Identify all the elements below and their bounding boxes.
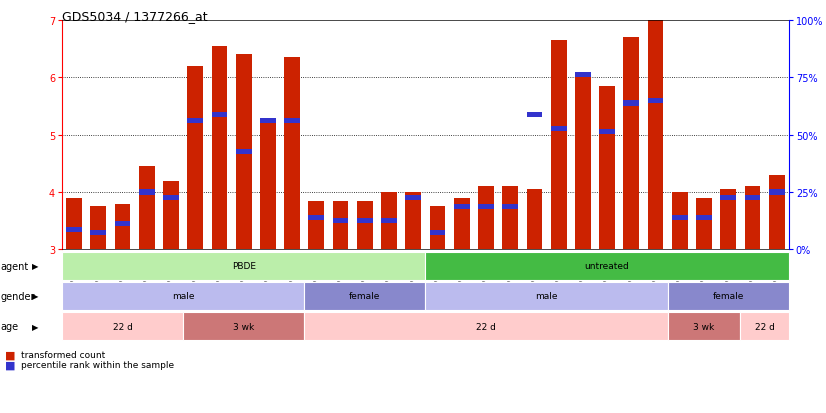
Bar xyxy=(430,230,445,235)
Bar xyxy=(551,41,567,250)
Text: female: female xyxy=(349,292,381,301)
Text: GDS5034 / 1377266_at: GDS5034 / 1377266_at xyxy=(62,10,207,23)
Bar xyxy=(211,113,227,118)
Bar xyxy=(478,204,494,209)
Bar xyxy=(139,167,154,250)
Bar xyxy=(115,204,131,250)
Bar xyxy=(769,176,785,250)
Bar xyxy=(599,87,615,250)
Text: 22 d: 22 d xyxy=(476,322,496,331)
Bar xyxy=(66,198,82,250)
Text: male: male xyxy=(535,292,558,301)
Text: male: male xyxy=(172,292,194,301)
Text: PBDE: PBDE xyxy=(231,261,256,271)
Bar xyxy=(357,218,373,224)
Text: female: female xyxy=(713,292,744,301)
Bar xyxy=(260,121,276,250)
Bar xyxy=(672,216,688,221)
Bar xyxy=(624,101,639,106)
Bar xyxy=(90,207,107,250)
Text: ▶: ▶ xyxy=(32,292,39,301)
Bar xyxy=(744,196,761,201)
Bar xyxy=(648,98,663,103)
Bar xyxy=(696,216,712,221)
Bar xyxy=(648,21,663,250)
Text: ▶: ▶ xyxy=(32,261,39,271)
Bar xyxy=(163,181,179,250)
Bar xyxy=(115,221,131,227)
Bar xyxy=(333,201,349,250)
Text: agent: agent xyxy=(1,261,29,271)
Bar xyxy=(696,198,712,250)
Bar xyxy=(478,187,494,250)
Bar xyxy=(453,198,470,250)
Text: age: age xyxy=(1,321,19,331)
Bar xyxy=(430,207,445,250)
Text: ■: ■ xyxy=(5,350,16,360)
Bar xyxy=(624,38,639,250)
Bar xyxy=(188,66,203,250)
Text: gender: gender xyxy=(1,291,36,301)
Bar xyxy=(163,196,179,201)
Bar xyxy=(453,204,470,209)
Bar xyxy=(333,218,349,224)
Text: 22 d: 22 d xyxy=(755,322,775,331)
Bar xyxy=(66,227,82,233)
Bar xyxy=(260,119,276,123)
Bar xyxy=(308,216,325,221)
Bar xyxy=(744,187,761,250)
Text: 3 wk: 3 wk xyxy=(693,322,714,331)
Bar xyxy=(599,130,615,135)
Bar xyxy=(381,218,397,224)
Bar xyxy=(502,204,518,209)
Text: ■: ■ xyxy=(5,360,16,370)
Bar xyxy=(575,75,591,250)
Bar xyxy=(720,190,736,250)
Bar xyxy=(90,230,107,235)
Bar xyxy=(769,190,785,195)
Bar xyxy=(672,192,688,250)
Text: 3 wk: 3 wk xyxy=(233,322,254,331)
Bar xyxy=(720,196,736,201)
Bar xyxy=(211,46,227,250)
Bar xyxy=(284,119,300,123)
Text: transformed count: transformed count xyxy=(21,350,106,359)
Bar xyxy=(502,187,518,250)
Bar xyxy=(526,190,543,250)
Bar xyxy=(235,55,252,250)
Bar xyxy=(551,127,567,132)
Bar xyxy=(406,196,421,201)
Bar xyxy=(308,201,325,250)
Text: 22 d: 22 d xyxy=(112,322,132,331)
Bar xyxy=(526,113,543,118)
Bar xyxy=(235,150,252,155)
Bar xyxy=(381,192,397,250)
Bar xyxy=(357,201,373,250)
Text: percentile rank within the sample: percentile rank within the sample xyxy=(21,361,174,370)
Text: ▶: ▶ xyxy=(32,322,39,331)
Bar xyxy=(575,73,591,78)
Bar xyxy=(284,58,300,250)
Bar xyxy=(406,192,421,250)
Bar xyxy=(188,119,203,123)
Text: untreated: untreated xyxy=(585,261,629,271)
Bar xyxy=(139,190,154,195)
